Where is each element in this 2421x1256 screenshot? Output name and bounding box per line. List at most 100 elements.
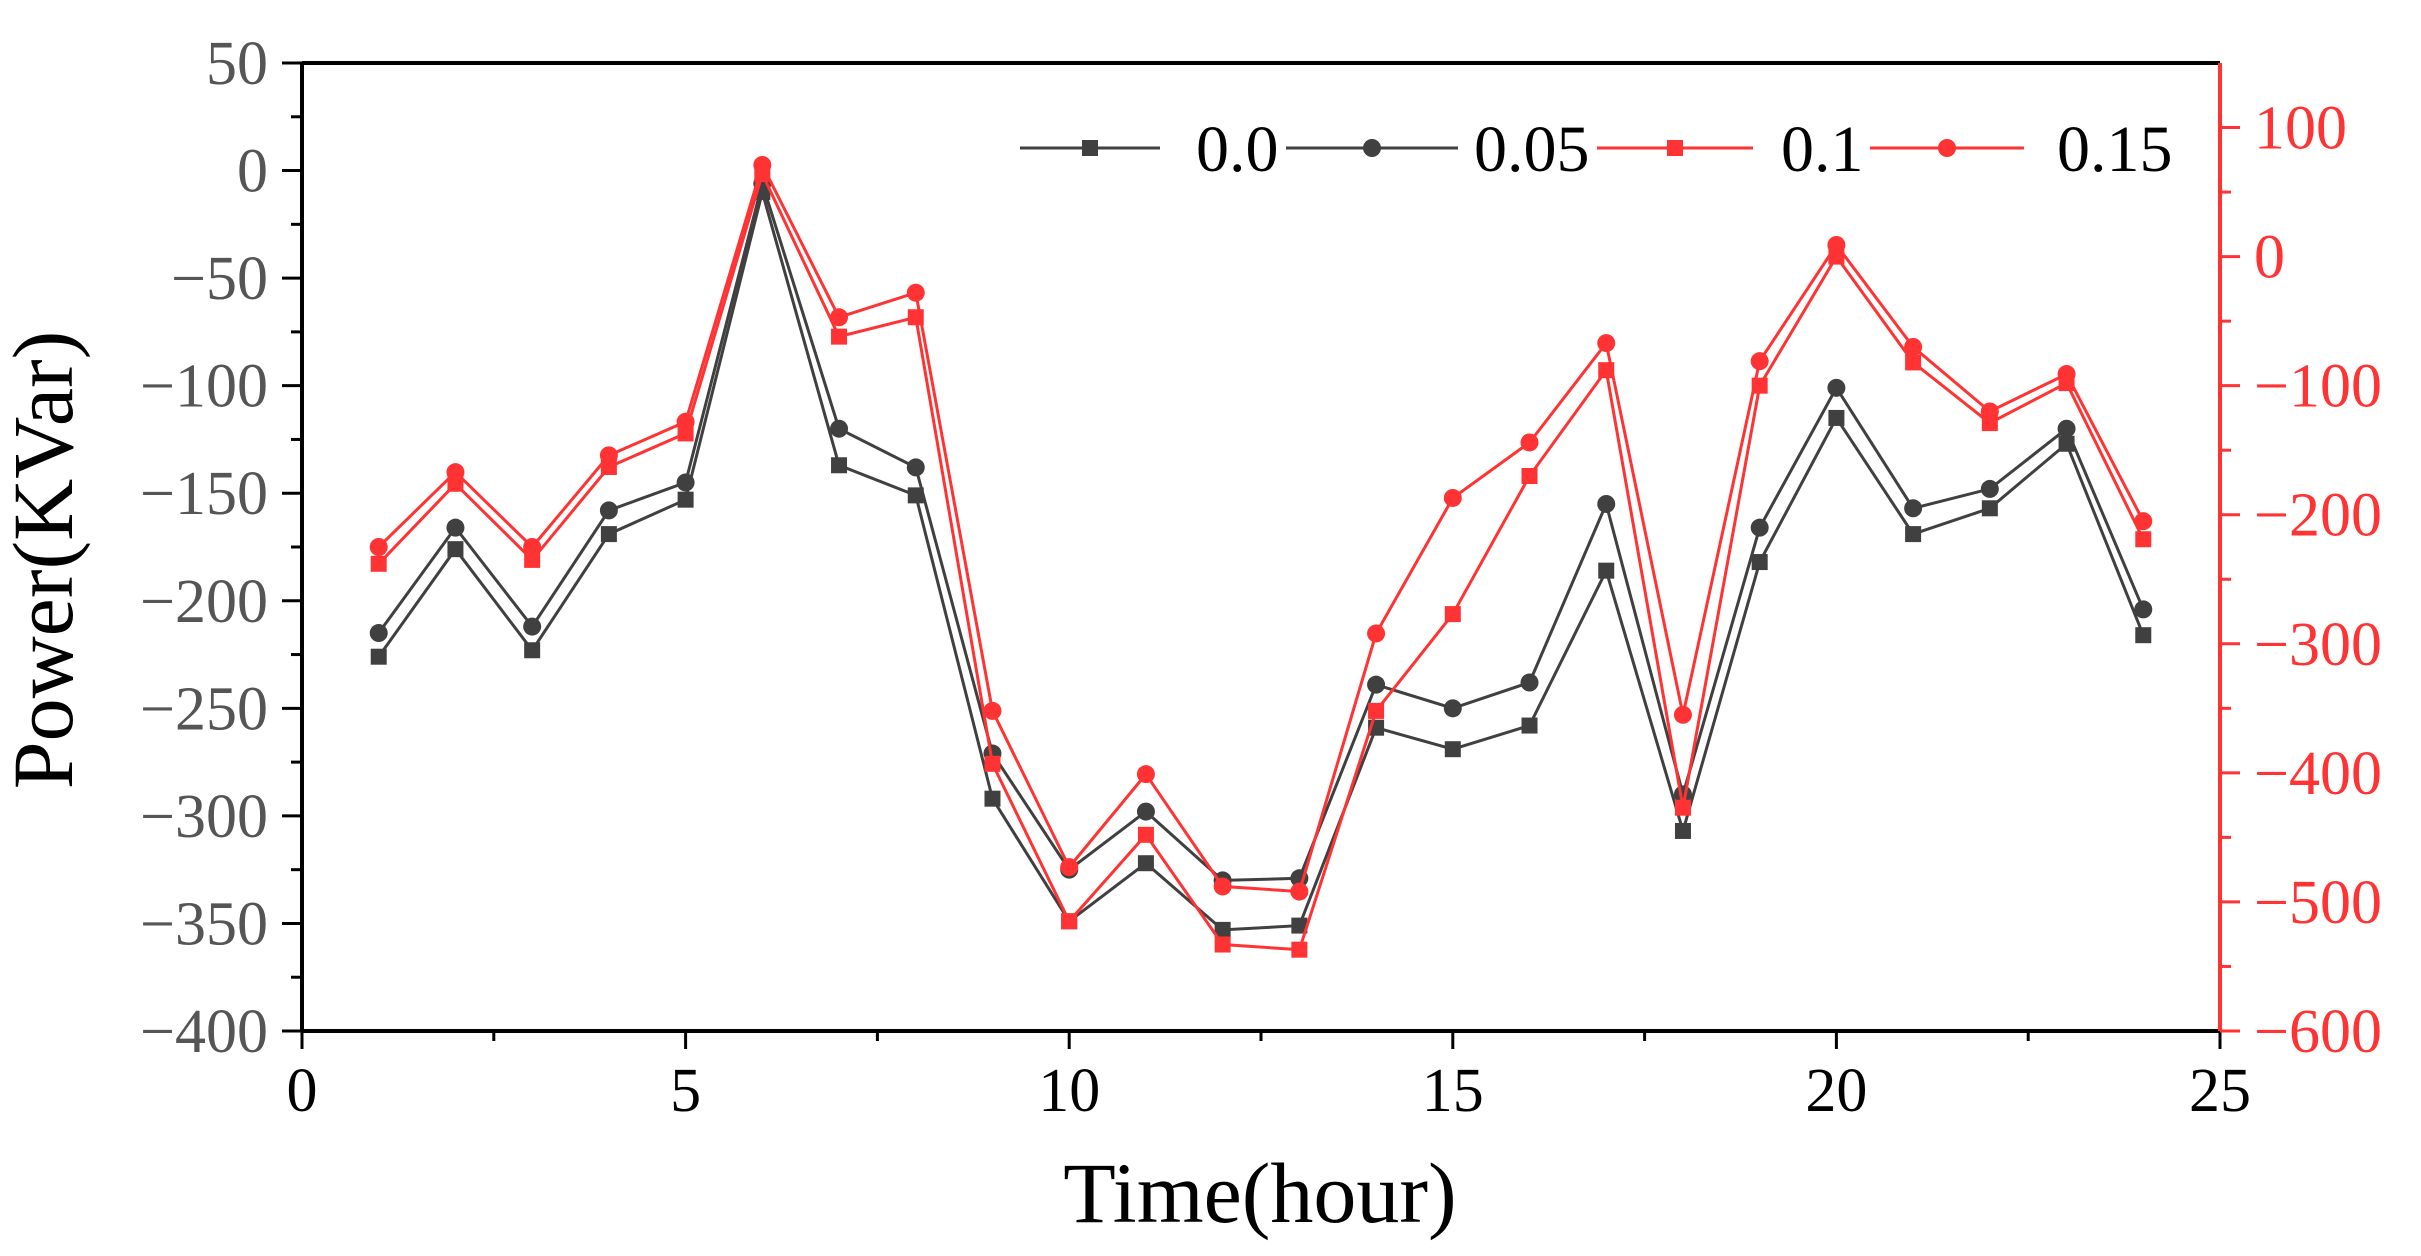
- data-point-0.15: [1750, 352, 1769, 371]
- y-right-tick-label: −400: [2254, 740, 2382, 808]
- legend-marker: [1363, 139, 1381, 157]
- data-point-0.15: [906, 283, 925, 302]
- y-left-tick-label: −150: [140, 460, 268, 528]
- legend-label: 0.1: [1781, 113, 1864, 186]
- legend-marker: [1082, 140, 1098, 156]
- data-point-0.0: [984, 790, 1001, 807]
- data-point-0.0: [1137, 855, 1154, 872]
- data-point-0.1: [1368, 702, 1385, 719]
- y-left-tick-label: −350: [140, 890, 268, 958]
- data-point-0.15: [1597, 334, 1616, 353]
- series-0.0: [370, 184, 2152, 938]
- data-point-0.1: [370, 555, 387, 572]
- data-point-0.1: [1521, 468, 1538, 485]
- legend-item-0.05: 0.05: [1286, 113, 1590, 186]
- data-point-0.1: [1674, 799, 1691, 816]
- data-point-0.0: [1751, 554, 1768, 571]
- data-point-0.1: [984, 755, 1001, 772]
- data-point-0.05: [830, 419, 849, 438]
- data-point-0.1: [2135, 531, 2152, 548]
- data-point-0.15: [676, 412, 695, 431]
- data-point-0.15: [369, 538, 388, 556]
- plot-frame: [300, 61, 2222, 1033]
- data-point-0.1: [1444, 606, 1461, 623]
- data-point-0.0: [1905, 526, 1922, 543]
- data-point-0.0: [447, 541, 464, 558]
- data-point-0.15: [1980, 402, 1999, 421]
- x-tick-label: 5: [670, 1057, 701, 1125]
- data-point-0.15: [1673, 705, 1692, 724]
- data-point-0.15: [753, 155, 772, 174]
- data-point-0.05: [2057, 419, 2076, 438]
- data-point-0.05: [1980, 479, 1999, 498]
- data-point-0.15: [1213, 877, 1232, 896]
- data-point-0.05: [369, 624, 388, 643]
- x-tick-label: 0: [287, 1057, 318, 1125]
- data-point-0.0: [677, 491, 694, 508]
- y-left-tick-label: 50: [206, 30, 268, 98]
- data-point-0.15: [1520, 433, 1539, 452]
- data-point-0.1: [1214, 936, 1231, 953]
- data-point-0.05: [1597, 494, 1616, 513]
- data-point-0.15: [1136, 765, 1155, 784]
- y-right-tick-label: −100: [2254, 353, 2382, 421]
- series-0.05: [369, 174, 2153, 890]
- data-point-0.15: [1827, 235, 1846, 254]
- data-point-0.05: [523, 617, 542, 636]
- legend-item-0.15: 0.15: [1870, 113, 2173, 186]
- y-left-tick-label: −250: [140, 675, 268, 743]
- data-point-0.0: [1674, 822, 1691, 839]
- data-point-0.15: [1290, 882, 1309, 901]
- data-point-0.15: [1904, 337, 1923, 356]
- x-tick-label: 15: [1422, 1057, 1484, 1125]
- data-point-0.15: [983, 701, 1002, 720]
- data-point-0.1: [1061, 913, 1078, 930]
- data-point-0.05: [676, 473, 695, 492]
- data-point-0.15: [523, 538, 542, 556]
- y-left-tick-label: −200: [140, 568, 268, 636]
- series-line-0.0: [377, 186, 2145, 932]
- legend-label: 0.15: [2057, 113, 2173, 186]
- data-point-0.0: [600, 526, 617, 543]
- series-line-0.15: [377, 160, 2145, 894]
- data-point-0.0: [907, 487, 924, 504]
- legend-marker: [1667, 140, 1683, 156]
- data-point-0.0: [2135, 627, 2152, 644]
- legend-label: 0.0: [1196, 113, 1279, 186]
- legend-marker: [1938, 139, 1956, 157]
- data-point-0.15: [599, 446, 618, 465]
- data-point-0.15: [1060, 858, 1079, 877]
- x-axis: 0 5 10 15 20 25: [287, 1031, 2251, 1125]
- legend-label: 0.05: [1474, 113, 1590, 186]
- data-point-0.05: [1520, 673, 1539, 692]
- x-tick-label: 20: [1805, 1057, 1867, 1125]
- data-point-0.0: [1291, 917, 1308, 934]
- data-point-0.05: [1136, 802, 1155, 821]
- y-right-tick-label: −500: [2254, 869, 2382, 937]
- data-point-0.05: [446, 518, 465, 537]
- legend: 0.0 0.05 0.1 0.15: [1020, 113, 2173, 186]
- data-point-0.15: [446, 463, 465, 482]
- x-tick-label: 10: [1038, 1057, 1100, 1125]
- y-right-tick-label: 0: [2254, 224, 2285, 292]
- data-point-0.0: [1444, 741, 1461, 758]
- y-axis-right: −600 −500 −400 −300 −200 −100 0 100: [2220, 95, 2382, 1066]
- data-point-0.05: [599, 501, 618, 520]
- data-point-0.1: [831, 328, 848, 345]
- data-point-0.15: [830, 308, 849, 327]
- data-point-0.15: [1367, 624, 1386, 643]
- x-tick-label: 25: [2189, 1057, 2251, 1125]
- data-point-0.1: [524, 551, 541, 568]
- series-0.15: [369, 155, 2153, 901]
- data-point-0.0: [1214, 921, 1231, 938]
- data-point-0.1: [1137, 826, 1154, 843]
- data-point-0.0: [370, 648, 387, 665]
- data-point-0.05: [2134, 600, 2153, 619]
- data-point-0.0: [1598, 562, 1615, 579]
- y-right-tick-label: −200: [2254, 482, 2382, 550]
- data-point-0.15: [2134, 512, 2153, 531]
- series-0.1: [370, 165, 2152, 958]
- data-point-0.0: [831, 457, 848, 474]
- y-left-tick-label: −300: [140, 783, 268, 851]
- y-left-tick-label: −100: [140, 353, 268, 421]
